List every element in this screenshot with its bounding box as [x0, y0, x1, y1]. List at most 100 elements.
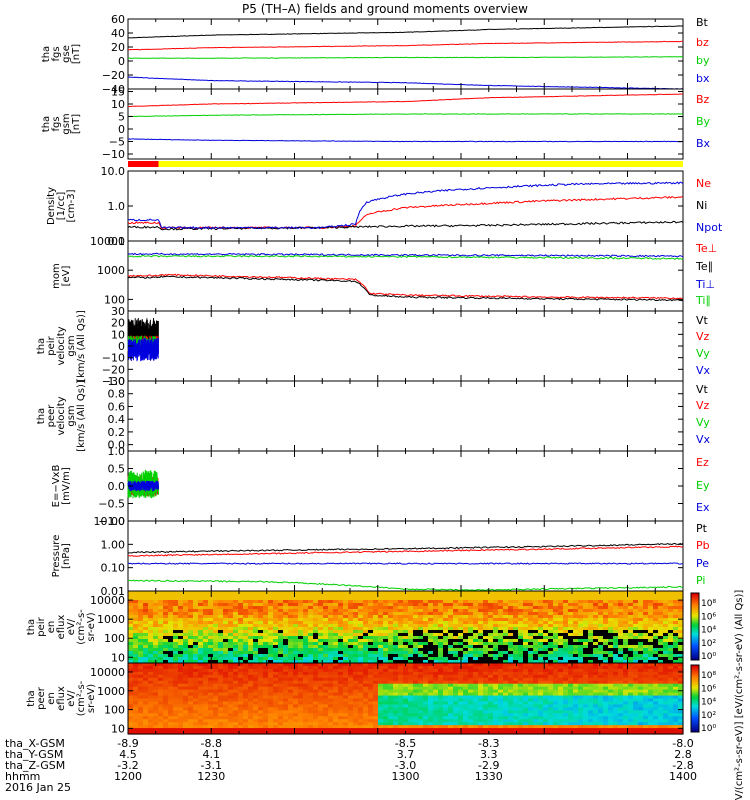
- spectrogram-peir_eflux-cell: [303, 612, 309, 616]
- spectrogram-peir_eflux-cell: [248, 651, 254, 655]
- spectrogram-peir_eflux-cell: [293, 597, 299, 601]
- spectrogram-peer_eflux-cell: [303, 698, 309, 703]
- spectrogram-peer_eflux-cell: [403, 704, 409, 708]
- spectrogram-peir_eflux-cell: [193, 600, 199, 604]
- spectrogram-peir_eflux-cell: [333, 624, 339, 628]
- spectrogram-peir_eflux-cell: [388, 609, 394, 613]
- spectrogram-peer_eflux-cell: [398, 663, 404, 667]
- spectrogram-peir_eflux-cell: [293, 651, 299, 655]
- spectrogram-peir_eflux-cell: [398, 603, 404, 607]
- spectrogram-peer_eflux-cell: [368, 707, 374, 711]
- spectrogram-peir_eflux-cell: [623, 627, 629, 631]
- spectrogram-peir_eflux-cell: [648, 621, 654, 625]
- spectrogram-peer_eflux-cell: [418, 689, 424, 694]
- spectrogram-peer_eflux-cell: [158, 731, 164, 735]
- spectrogram-peer_eflux-cell: [253, 701, 259, 706]
- spectrogram-peer_eflux-cell: [483, 683, 489, 688]
- spectrogram-peer_eflux-cell: [188, 707, 194, 711]
- spectrogram-peir_eflux-cell: [608, 627, 614, 631]
- spectrogram-peir_eflux-cell: [673, 642, 679, 646]
- spectrogram-peir_eflux-cell: [428, 642, 434, 646]
- spectrogram-peer_eflux-cell: [368, 710, 374, 714]
- spectrogram-peer_eflux-cell: [483, 713, 489, 717]
- spectrogram-peir_eflux-cell: [403, 612, 409, 616]
- spectrogram-peer_eflux-cell: [208, 686, 214, 691]
- spectrogram-peir_eflux-cell: [488, 654, 494, 658]
- spectrogram-peir_eflux-cell: [438, 636, 444, 640]
- spectrogram-peer_eflux-cell: [153, 671, 159, 676]
- spectrogram-peer_eflux-cell: [463, 722, 469, 726]
- spectrogram-peer_eflux-cell: [293, 668, 299, 673]
- spectrogram-peir_eflux-cell: [238, 642, 244, 646]
- spectrogram-peir_eflux-cell: [638, 621, 644, 625]
- spectrogram-peir_eflux-cell: [333, 609, 339, 613]
- spectrogram-peer_eflux-cell: [133, 722, 139, 726]
- spectrogram-peir_eflux-cell: [288, 645, 294, 649]
- spectrogram-peir_eflux-cell: [248, 615, 254, 619]
- spectrogram-peir_eflux-cell: [433, 633, 439, 637]
- spectrogram-peir_eflux-cell: [483, 618, 489, 622]
- spectrogram-peir_eflux-cell: [473, 606, 479, 610]
- spectrogram-peer_eflux-cell: [308, 671, 314, 676]
- spectrogram-peir_eflux-cell: [523, 627, 529, 631]
- spectrogram-peir_eflux-cell: [508, 630, 514, 634]
- spectrogram-peir_eflux-cell: [223, 624, 229, 628]
- panel-peir_velocity-ylabel: [km/s (All Qs)]: [76, 310, 87, 382]
- spectrogram-peir_eflux-cell: [213, 645, 219, 649]
- spectrogram-peir_eflux-cell: [643, 645, 649, 649]
- spectrogram-peer_eflux-cell: [128, 725, 134, 729]
- spectrogram-peer_eflux-cell: [313, 695, 319, 700]
- spectrogram-peir_eflux-cell: [443, 606, 449, 610]
- spectrogram-peir_eflux-cell: [248, 633, 254, 637]
- spectrogram-peer_eflux-cell: [293, 716, 299, 720]
- spectrogram-peir_eflux-cell: [558, 594, 564, 598]
- spectrogram-peir_eflux-cell: [383, 657, 389, 661]
- spectrogram-peir_eflux-cell: [623, 621, 629, 625]
- spectrogram-peer_eflux-cell: [293, 710, 299, 714]
- spectrogram-peir_eflux-cell: [293, 633, 299, 637]
- spectrogram-peir_eflux-cell: [433, 594, 439, 598]
- spectrogram-peir_eflux-cell: [678, 597, 684, 601]
- spectrogram-peir_eflux-cell: [468, 654, 474, 658]
- spectrogram-peir_eflux-cell: [258, 615, 264, 619]
- spectrogram-peir_eflux-cell: [143, 606, 149, 610]
- spectrogram-peer_eflux-cell: [133, 704, 139, 708]
- spectrogram-peir_eflux-cell: [333, 648, 339, 652]
- spectrogram-peir_eflux-cell: [613, 642, 619, 646]
- spectrogram-peir_eflux-cell: [553, 642, 559, 646]
- spectrogram-peir_eflux-cell: [268, 612, 274, 616]
- spectrogram-peer_eflux-cell: [288, 728, 294, 732]
- spectrogram-peer_eflux-cell: [208, 719, 214, 723]
- spectrogram-peer_eflux-cell: [403, 686, 409, 691]
- spectrogram-peer_eflux-cell: [303, 725, 309, 729]
- spectrogram-peir_eflux-cell: [238, 621, 244, 625]
- spectrogram-peir_eflux-cell: [613, 609, 619, 613]
- spectrogram-peir_eflux-cell: [473, 600, 479, 604]
- spectrogram-peer_eflux-cell: [348, 719, 354, 723]
- spectrogram-peir_eflux-cell: [288, 615, 294, 619]
- spectrogram-peer_eflux-cell: [133, 731, 139, 735]
- spectrogram-peir_eflux-cell: [223, 657, 229, 661]
- spectrogram-peir_eflux-cell: [458, 627, 464, 631]
- panel-fgs_gse-legend-bx: bx: [696, 72, 710, 85]
- spectrogram-peir_eflux-cell: [523, 651, 529, 655]
- spectrogram-peir_eflux-cell: [453, 618, 459, 622]
- spectrogram-peer_eflux-cell: [338, 701, 344, 706]
- spectrogram-peir_eflux-cell: [533, 615, 539, 619]
- spectrogram-peir_eflux-cell: [658, 615, 664, 619]
- spectrogram-peir_eflux-cell: [593, 609, 599, 613]
- spectrogram-peir_eflux-cell: [623, 624, 629, 628]
- spectrogram-peir_eflux-cell: [383, 660, 389, 664]
- spectrogram-peer_eflux-cell: [398, 689, 404, 694]
- spectrogram-peir_eflux-cell: [333, 594, 339, 598]
- spectrogram-peer_eflux-cell: [198, 707, 204, 711]
- panel-fgs_gsm-legend-By: By: [696, 115, 711, 128]
- spectrogram-peer_eflux-cell: [233, 719, 239, 723]
- spectrogram-peer_eflux-cell: [423, 695, 429, 700]
- spectrogram-peir_eflux-cell: [228, 603, 234, 607]
- spectrogram-peer_eflux-cell: [393, 713, 399, 717]
- spectrogram-peer_eflux-cell: [168, 671, 174, 676]
- spectrogram-peir_eflux-cell: [543, 609, 549, 613]
- spectrogram-peer_eflux-cell: [373, 698, 379, 703]
- spectrogram-peir_eflux-cell: [618, 594, 624, 598]
